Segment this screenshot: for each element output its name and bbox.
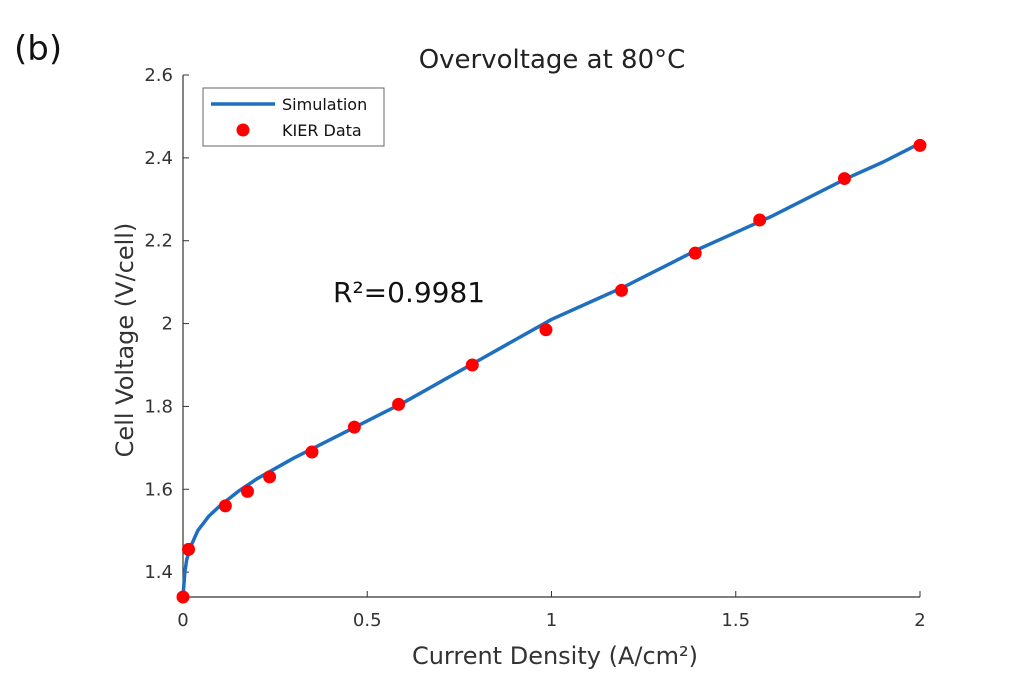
- x-axis-label: Current Density (A/cm²): [412, 642, 698, 670]
- legend-simulation-label: Simulation: [282, 95, 367, 114]
- ticks-group: 1.4 1.6 1.8 2 2.2 2.4 2.6 0 0.5 1 1.5 2: [144, 65, 925, 631]
- simulation-line: [181, 141, 921, 598]
- y-tick-label: 1.8: [144, 396, 173, 417]
- x-tick-label: 0.5: [353, 610, 382, 631]
- x-tick-label: 2: [914, 610, 925, 631]
- y-tick-label: 2.6: [144, 65, 173, 86]
- kier-data-point: [182, 542, 196, 556]
- y-axis-label: Cell Voltage (V/cell): [111, 223, 139, 458]
- kier-data-point: [539, 323, 553, 337]
- legend-kier-swatch: [236, 123, 250, 137]
- kier-data-point: [176, 590, 190, 604]
- x-tick-label: 1: [546, 610, 557, 631]
- chart-title: Overvoltage at 80°C: [419, 45, 686, 75]
- legend: Simulation KIER Data: [202, 87, 385, 147]
- x-tick-label: 1.5: [721, 610, 750, 631]
- series-layer: [176, 138, 927, 604]
- kier-data-point: [347, 420, 361, 434]
- kier-data-point: [913, 138, 927, 152]
- y-tick-label: 2: [162, 314, 173, 335]
- x-tick-label: 0: [177, 610, 188, 631]
- y-tick-label: 2.4: [144, 148, 173, 169]
- kier-data-point: [615, 283, 629, 297]
- kier-data-point: [218, 499, 232, 513]
- kier-data-point: [753, 213, 767, 227]
- kier-data-point: [837, 172, 851, 186]
- kier-data-point: [305, 445, 319, 459]
- y-tick-label: 1.4: [144, 562, 173, 583]
- legend-box: [202, 87, 385, 147]
- r-squared-annotation: R²=0.9981: [333, 276, 485, 309]
- kier-data-point: [240, 484, 254, 498]
- kier-data-point: [263, 470, 277, 484]
- kier-data-point: [392, 397, 406, 411]
- kier-data-point: [688, 246, 702, 260]
- legend-kier-label: KIER Data: [282, 121, 362, 140]
- y-tick-label: 2.2: [144, 231, 173, 252]
- plot-area: 1.4 1.6 1.8 2 2.2 2.4 2.6 0 0.5 1 1.5 2: [144, 65, 927, 631]
- y-tick-label: 1.6: [144, 479, 173, 500]
- kier-data-point: [465, 358, 479, 372]
- panel-label: (b): [14, 29, 62, 69]
